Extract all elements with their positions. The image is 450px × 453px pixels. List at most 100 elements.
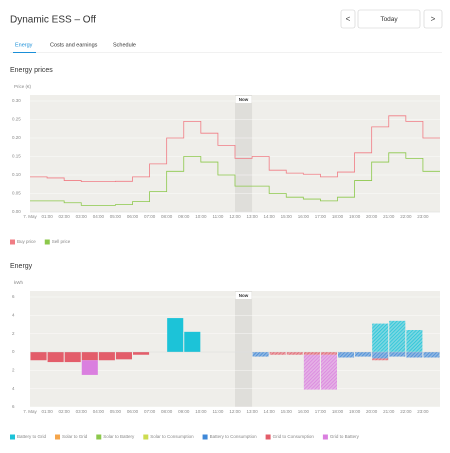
x-tick-label: 10:00 xyxy=(195,409,207,414)
energy-bar xyxy=(320,352,337,355)
tab[interactable]: Energy xyxy=(15,42,33,48)
x-tick-label: 12:00 xyxy=(229,409,241,414)
y-tick-label: 0.15 xyxy=(12,154,21,159)
y-tick-label: 0.20 xyxy=(12,135,21,140)
y-tick-label: 0.30 xyxy=(12,98,21,103)
energy-bar xyxy=(98,352,115,361)
x-tick-label: 07:00 xyxy=(144,214,156,219)
x-tick-label: 06:00 xyxy=(127,214,139,219)
x-tick-label: 21:00 xyxy=(383,409,395,414)
legend-label: Solar to Grid xyxy=(62,434,88,439)
x-tick-label: 21:00 xyxy=(383,214,395,219)
energy-bar xyxy=(184,331,201,352)
now-band xyxy=(235,291,253,407)
y-tick-label: 2 xyxy=(12,331,15,336)
energy-bar xyxy=(47,352,64,363)
x-tick-label: 13:00 xyxy=(246,409,258,414)
legend-swatch xyxy=(10,434,15,440)
next-button[interactable] xyxy=(423,9,443,29)
date-button[interactable] xyxy=(357,9,421,29)
x-tick-label: 22:00 xyxy=(400,409,412,414)
now-tag xyxy=(235,96,252,103)
x-tick-label: 06:00 xyxy=(127,409,139,414)
y-tick-label: 6 xyxy=(12,294,15,299)
x-tick-label: 19:00 xyxy=(349,409,361,414)
x-tick-label: 09:00 xyxy=(178,214,190,219)
energy-bar xyxy=(64,352,81,363)
x-tick-label: 13:00 xyxy=(246,214,258,219)
y-tick-label: 4 xyxy=(12,386,15,391)
energy-bar xyxy=(167,318,184,352)
energy-bar xyxy=(372,358,389,361)
x-tick-label: 03:00 xyxy=(76,214,88,219)
y-tick-label: 6 xyxy=(12,404,15,409)
energy-bar xyxy=(423,352,440,358)
y-tick-label: 0.00 xyxy=(12,209,21,214)
prev-label[interactable]: < xyxy=(346,15,351,24)
energy-bar xyxy=(406,352,423,358)
x-tick-label: 04:00 xyxy=(93,409,105,414)
legend-label: Solar to Consumption xyxy=(150,434,194,439)
energy-bar xyxy=(372,352,389,359)
x-tick-label: 19:00 xyxy=(349,214,361,219)
x-tick-label: 23:00 xyxy=(417,214,429,219)
now-label: Now xyxy=(239,293,249,298)
legend-label: Battery to Consumption xyxy=(210,434,258,439)
legend-swatch xyxy=(265,434,271,440)
x-tick-label: 01:00 xyxy=(41,214,53,219)
next-label[interactable]: > xyxy=(431,15,436,24)
x-tick-label: 18:00 xyxy=(332,214,344,219)
energy-bar xyxy=(30,352,47,361)
now-band xyxy=(235,95,253,212)
legend-swatch xyxy=(143,434,149,440)
tab[interactable]: Costs and earnings xyxy=(50,42,98,48)
energy-bar xyxy=(115,352,132,360)
x-tick-label: 07:00 xyxy=(144,409,156,414)
energy-bar xyxy=(286,352,303,355)
energy-bar xyxy=(269,352,286,355)
chart-title: Energy prices xyxy=(10,67,53,74)
x-tick-label: 08:00 xyxy=(161,409,173,414)
x-tick-label: 14:00 xyxy=(264,409,276,414)
x-tick-label: 7. May xyxy=(23,214,37,219)
price-line xyxy=(30,115,440,183)
energy-bar xyxy=(81,352,98,361)
x-tick-label: 22:00 xyxy=(400,214,412,219)
energy-bar xyxy=(338,352,355,358)
legend-swatch xyxy=(44,239,50,245)
energy-bar xyxy=(320,354,337,390)
x-tick-label: 04:00 xyxy=(93,214,105,219)
prev-button[interactable] xyxy=(340,9,356,29)
x-tick-label: 12:00 xyxy=(229,214,241,219)
energy-bar xyxy=(389,352,406,357)
energy-bar xyxy=(133,352,150,355)
tab[interactable]: Schedule xyxy=(113,42,136,48)
x-tick-label: 18:00 xyxy=(332,409,344,414)
energy-bar xyxy=(303,354,320,390)
x-tick-label: 11:00 xyxy=(212,214,223,219)
now-tag xyxy=(235,292,252,299)
x-tick-label: 02:00 xyxy=(59,214,71,219)
now-label: Now xyxy=(239,97,249,102)
page-title: Dynamic ESS – Off xyxy=(10,15,96,26)
price-line xyxy=(30,152,440,206)
y-tick-label: 0.10 xyxy=(12,172,21,177)
x-tick-label: 16:00 xyxy=(298,214,310,219)
legend-swatch xyxy=(96,434,102,440)
energy-bar xyxy=(372,323,389,352)
y-tick-label: 0.25 xyxy=(12,117,21,122)
legend-label: Grid to Battery xyxy=(330,434,360,439)
x-tick-label: 17:00 xyxy=(315,214,327,219)
x-tick-label: 20:00 xyxy=(366,409,378,414)
date-label[interactable]: Today xyxy=(380,16,398,23)
x-tick-label: 20:00 xyxy=(366,214,378,219)
energy-bar xyxy=(355,352,372,357)
energy-bar xyxy=(406,330,423,352)
x-tick-label: 10:00 xyxy=(195,214,207,219)
legend-swatch xyxy=(322,434,328,440)
legend-label: Grid to Consumption xyxy=(273,434,315,439)
legend-label: Buy price xyxy=(17,239,36,244)
legend-swatch xyxy=(55,434,61,440)
